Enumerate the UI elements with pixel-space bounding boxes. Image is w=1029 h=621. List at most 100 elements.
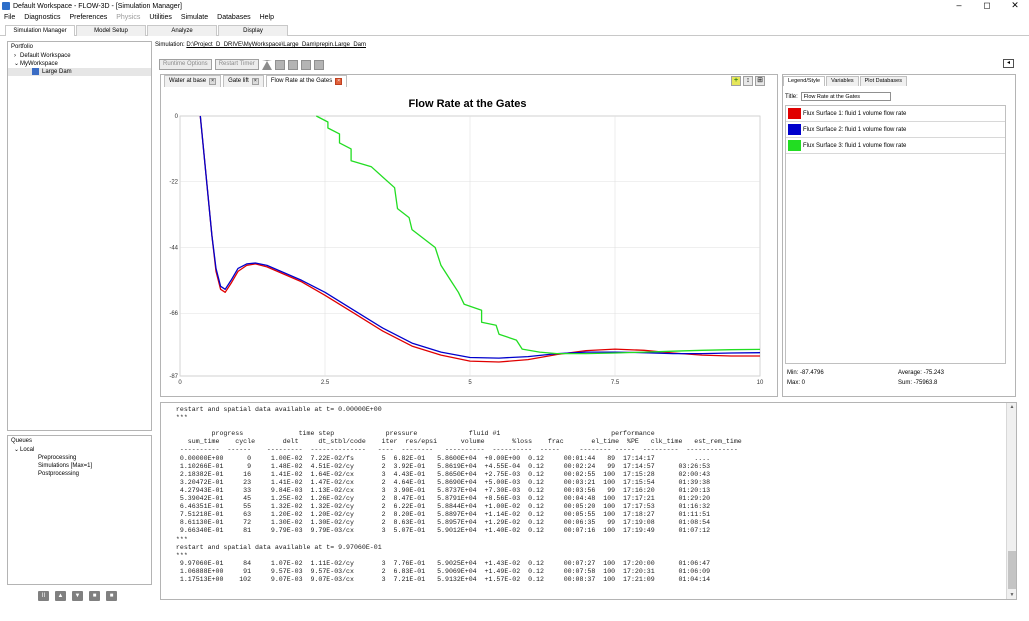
layout-plot-icon[interactable]: ⊞: [755, 76, 765, 86]
menu-preferences[interactable]: Preferences: [69, 14, 108, 21]
simulation-path: Simulation: D:\Project_D_DRIVE\MyWorkspa…: [155, 42, 366, 48]
legend-panel-tabs: Legend/Style Variables Plot Databases: [783, 76, 908, 86]
copy-icon[interactable]: [300, 59, 311, 70]
x-tick-label: 2.5: [321, 380, 330, 386]
legend-list: Flux Surface 1: fluid 1 volume flow rate…: [785, 105, 1006, 364]
scroll-down-icon[interactable]: ▼: [1009, 592, 1015, 598]
tree-item-label: Postprocessing: [38, 471, 80, 477]
export-icon[interactable]: [274, 59, 285, 70]
console-scrollbar[interactable]: ▲ ▼: [1006, 403, 1016, 599]
menu-help[interactable]: Help: [259, 14, 275, 21]
y-tick-label: -66: [169, 311, 178, 317]
legend-item[interactable]: Flux Surface 3: fluid 1 volume flow rate: [786, 138, 1005, 154]
simulation-icon: [32, 68, 39, 75]
tab-legend-style[interactable]: Legend/Style: [783, 76, 826, 86]
tab-plot-databases[interactable]: Plot Databases: [859, 76, 907, 86]
legend-label: Flux Surface 1: fluid 1 volume flow rate: [803, 110, 907, 117]
plot-tab-gate-lift[interactable]: Gate lift ×: [223, 75, 264, 87]
stop-button[interactable]: ■: [89, 591, 100, 601]
tab-analyze[interactable]: Analyze: [147, 25, 217, 36]
color-swatch[interactable]: [788, 140, 801, 151]
portfolio-header: Portfolio: [11, 44, 34, 50]
plot-tab-label: Flow Rate at the Gates: [270, 78, 333, 84]
add-plot-icon[interactable]: +: [731, 76, 741, 86]
tab-simulation-manager[interactable]: Simulation Manager: [5, 25, 75, 36]
close-tab-icon[interactable]: ×: [209, 78, 217, 85]
tree-item-label: Preprocessing: [38, 455, 77, 461]
series-line-3: [316, 115, 761, 355]
warning-icon[interactable]: [261, 59, 272, 70]
plot-tab-label: Gate lift: [228, 78, 249, 84]
save-icon[interactable]: [313, 59, 324, 70]
menu-physics[interactable]: Physics: [116, 14, 141, 21]
plot-title-input[interactable]: [800, 92, 891, 101]
stat-average: Average: -75.243: [898, 370, 944, 376]
remove-button[interactable]: ■: [106, 591, 117, 601]
color-swatch[interactable]: [788, 108, 801, 119]
tab-model-setup[interactable]: Model Setup: [76, 25, 146, 36]
tree-item[interactable]: Simulations [Max=1]: [8, 462, 151, 470]
portfolio-panel: Portfolio › Default Workspace ⌄MyWorkspace…: [7, 41, 152, 431]
y-tick-label: -87: [169, 374, 178, 380]
solver-output-console[interactable]: restart and spatial data available at t=…: [160, 402, 1017, 600]
x-tick-label: 5: [468, 380, 472, 386]
tree-item-label: Large Dam: [42, 69, 72, 76]
plot-tab-water-at-base[interactable]: Water at base ×: [164, 75, 222, 87]
close-tab-icon[interactable]: ×: [335, 78, 343, 85]
legend-item[interactable]: Flux Surface 2: fluid 1 volume flow rate: [786, 122, 1005, 138]
restart-timer-button[interactable]: Restart Timer: [214, 59, 259, 70]
tree-item-label: Simulations [Max=1]: [38, 463, 93, 469]
stat-max: Max: 0: [787, 380, 806, 386]
maximize-button[interactable]: ◻: [983, 0, 991, 10]
tab-display[interactable]: Display: [218, 25, 288, 36]
scroll-thumb[interactable]: [1008, 551, 1016, 589]
menu-file[interactable]: File: [4, 14, 16, 21]
resize-plot-icon[interactable]: ↕: [743, 76, 753, 86]
main-tabs: Simulation Manager Model Setup Analyze D…: [0, 25, 1029, 36]
menu-diagnostics[interactable]: Diagnostics: [24, 14, 61, 21]
close-tab-icon[interactable]: ×: [251, 78, 259, 85]
tree-item[interactable]: Preprocessing: [8, 454, 151, 462]
series-line-1: [199, 115, 760, 363]
tree-toggle-icon[interactable]: ⌄: [14, 447, 20, 453]
y-tick-label: 0: [175, 114, 179, 120]
move-down-button[interactable]: ▼: [72, 591, 83, 601]
menu-databases[interactable]: Databases: [217, 14, 251, 21]
tree-item[interactable]: ⌄Local: [8, 446, 151, 454]
chart-title: Flow Rate at the Gates: [408, 98, 527, 110]
menu-utilities[interactable]: Utilities: [149, 14, 172, 21]
y-tick-label: -44: [169, 245, 178, 251]
tree-toggle-icon[interactable]: ⌄: [14, 61, 20, 67]
plot-title-field-row: Title:: [785, 92, 891, 101]
move-up-button[interactable]: ▲: [55, 591, 66, 601]
tree-item[interactable]: Postprocessing: [8, 470, 151, 478]
refresh-icon[interactable]: [287, 59, 298, 70]
queue-buttons: II ▲ ▼ ■ ■: [38, 591, 123, 601]
title-label: Title:: [785, 93, 798, 100]
x-tick-label: 7.5: [611, 380, 620, 386]
minimize-button[interactable]: –: [956, 0, 962, 10]
tree-item[interactable]: ⌄MyWorkspace: [8, 60, 151, 68]
plot-tab-flow-rate[interactable]: Flow Rate at the Gates ×: [265, 75, 348, 87]
plot-tabs: Water at base × Gate lift × Flow Rate at…: [164, 75, 349, 87]
queues-panel: Queues ⌄Local Preprocessing Simulations [M…: [7, 435, 152, 585]
tab-variables[interactable]: Variables: [826, 76, 859, 86]
tree-item-label: Local: [20, 447, 35, 453]
color-swatch[interactable]: [788, 124, 801, 135]
stat-min: Min: -87.4796: [787, 370, 824, 376]
tree-item[interactable]: Large Dam: [8, 68, 151, 76]
simulation-path-link[interactable]: D:\Project_D_DRIVE\MyWorkspace\Large_Dam…: [186, 42, 366, 48]
tree-item-label: MyWorkspace: [20, 61, 58, 67]
scroll-up-icon[interactable]: ▲: [1009, 404, 1015, 410]
tree-toggle-icon[interactable]: ›: [14, 53, 16, 59]
queues-tree: ⌄Local Preprocessing Simulations [Max=1] Po…: [8, 446, 151, 478]
dock-icon[interactable]: ◂: [1003, 59, 1014, 68]
close-button[interactable]: ✕: [1011, 0, 1019, 10]
x-tick-label: 10: [757, 380, 764, 386]
legend-style-panel: [782, 74, 1016, 397]
menu-simulate[interactable]: Simulate: [180, 14, 209, 21]
pause-button[interactable]: II: [38, 591, 49, 601]
runtime-options-button[interactable]: Runtime Options: [159, 59, 212, 70]
tree-item[interactable]: › Default Workspace: [8, 52, 151, 60]
legend-item[interactable]: Flux Surface 1: fluid 1 volume flow rate: [786, 106, 1005, 122]
